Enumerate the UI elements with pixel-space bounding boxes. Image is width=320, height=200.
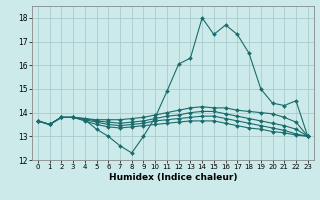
X-axis label: Humidex (Indice chaleur): Humidex (Indice chaleur) <box>108 173 237 182</box>
